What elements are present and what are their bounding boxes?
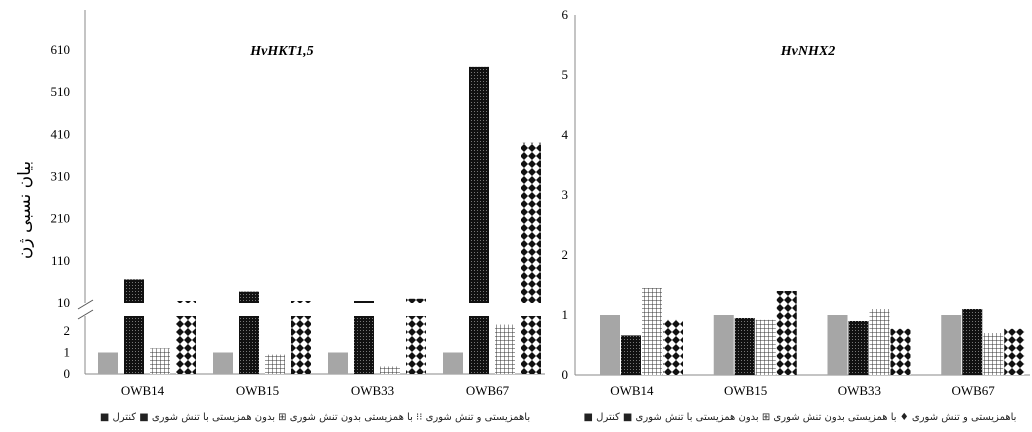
- left-y-tick-label: 0: [64, 366, 71, 381]
- left-bar-lower-segment: [354, 316, 374, 374]
- left-axis-break-mark: [77, 309, 94, 320]
- left-y-tick-label: 410: [51, 126, 71, 141]
- left-bar-lower-segment: [406, 316, 426, 374]
- left-bar: [213, 352, 233, 374]
- left-category-label: OWB67: [466, 383, 510, 398]
- right-y-tick-label: 3: [562, 187, 569, 202]
- right-bar: [755, 319, 776, 375]
- right-bar: [890, 328, 911, 375]
- right-bar: [962, 309, 983, 375]
- left-y-tick-label: 10: [57, 295, 70, 310]
- left-bar: [380, 366, 400, 374]
- right-bar: [869, 309, 890, 375]
- right-bar: [776, 291, 797, 375]
- left-chart-title: HvHKT1,5: [249, 44, 313, 59]
- left-y-tick-label: 310: [51, 169, 71, 184]
- right-bar: [734, 318, 755, 375]
- left-category-label: OWB33: [351, 383, 394, 398]
- right-category-label: OWB33: [838, 383, 881, 398]
- right-y-tick-label: 1: [562, 307, 569, 322]
- left-bar: [495, 324, 515, 374]
- left-bar-upper-segment: [406, 298, 426, 303]
- right-y-tick-label: 4: [562, 127, 569, 142]
- left-y-tick-label: 2: [64, 323, 71, 338]
- right-bar: [1004, 328, 1025, 375]
- right-y-tick-label: 0: [562, 367, 569, 382]
- left-bar-lower-segment: [176, 316, 196, 374]
- left-bar: [328, 352, 348, 374]
- left-bar-upper-segment: [176, 301, 196, 303]
- right-chart: HvNHX2 0 1 2 3 4 5 6 OWB14 OWB15 OWB33 OWB67 باهم…: [562, 7, 1030, 423]
- left-bar-lower-segment: [291, 316, 311, 374]
- left-bar-lower-segment: [521, 316, 541, 374]
- left-y-tick-label: 610: [51, 42, 71, 57]
- left-bar-upper-segment: [124, 279, 144, 303]
- right-category-label: OWB15: [724, 383, 767, 398]
- left-chart: HvHKT1,5 بیان نسبی ژن 012101102103104105…: [15, 10, 545, 423]
- right-bar: [827, 315, 848, 375]
- right-bar: [848, 321, 869, 375]
- right-y-tick-label: 2: [562, 247, 569, 262]
- left-bar-upper-segment: [239, 291, 259, 303]
- left-bar: [98, 352, 118, 374]
- right-y-tick-label: 5: [562, 67, 569, 82]
- left-bar-upper-segment: [291, 301, 311, 303]
- left-y-tick-label: 110: [51, 253, 70, 268]
- right-chart-title: HvNHX2: [780, 44, 835, 59]
- left-y-tick-label: 210: [51, 211, 71, 226]
- right-y-tick-label: 6: [562, 7, 569, 22]
- left-bar-upper-segment: [469, 66, 489, 303]
- right-category-label: OWB67: [951, 383, 995, 398]
- right-bar: [663, 319, 683, 375]
- right-bar: [713, 315, 734, 375]
- right-bar: [621, 335, 641, 375]
- left-bar-upper-segment: [521, 142, 541, 303]
- left-category-label: OWB14: [121, 383, 165, 398]
- right-bar: [600, 315, 620, 375]
- left-bar: [265, 354, 285, 374]
- left-bar-lower-segment: [124, 316, 144, 374]
- left-y-axis-label: بیان نسبی ژن: [15, 161, 35, 259]
- right-bar: [941, 315, 962, 375]
- left-axis-break-mark: [77, 299, 94, 310]
- right-bar: [983, 333, 1004, 375]
- right-category-label: OWB14: [610, 383, 654, 398]
- left-bar-upper-segment: [354, 301, 374, 303]
- left-bar-lower-segment: [469, 316, 489, 374]
- right-bar: [642, 288, 662, 375]
- left-y-tick-label: 510: [51, 84, 71, 99]
- right-legend: باهمزیستی و تنش شوری ♦ با همزیستی بدون ت…: [584, 412, 1017, 423]
- left-bar: [150, 348, 170, 374]
- left-bar-lower-segment: [239, 316, 259, 374]
- left-y-tick-label: 1: [64, 345, 71, 360]
- left-legend: باهمزیستی و تنش شوری ⁝⁝ با همزیستی بدون …: [100, 412, 530, 423]
- left-category-label: OWB15: [236, 383, 279, 398]
- left-bar: [443, 352, 463, 374]
